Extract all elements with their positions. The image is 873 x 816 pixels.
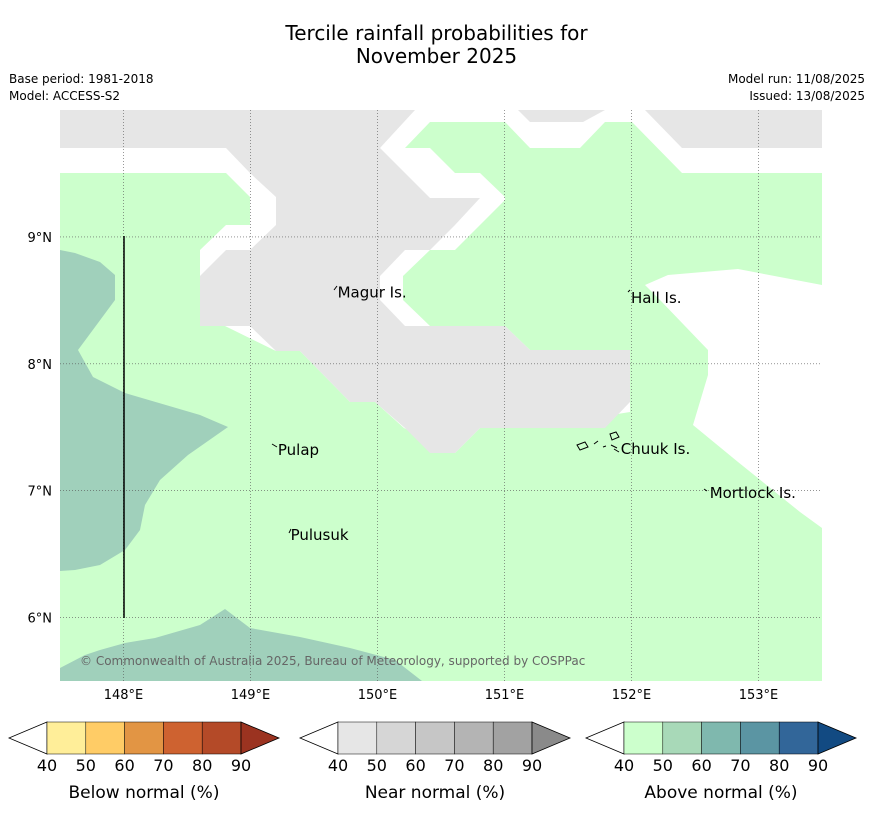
mortlock-mark xyxy=(703,488,708,492)
legend-swatch xyxy=(778,721,819,755)
chuuk-lagoon-outline xyxy=(576,431,620,453)
legend-swatch xyxy=(163,721,203,755)
legend-swatch xyxy=(492,721,533,755)
legend-tick-label: 40 xyxy=(614,756,634,775)
probability-fields xyxy=(60,110,822,681)
legend-title: Below normal (%) xyxy=(69,783,220,803)
pulap-mark xyxy=(271,443,278,448)
above-normal-50-south xyxy=(60,609,422,681)
legend-swatch xyxy=(415,721,455,755)
island-outlines xyxy=(271,285,708,534)
legend-tick-label: 70 xyxy=(153,756,173,775)
hall-island-mark xyxy=(627,289,631,293)
place-label: Mortlock Is. xyxy=(710,484,796,502)
above-normal-region xyxy=(60,122,822,681)
legend-title: Above normal (%) xyxy=(644,783,797,803)
legend-swatch xyxy=(740,721,780,755)
legend-swatch xyxy=(701,721,741,755)
legend-extend-low xyxy=(7,721,48,755)
legend-colorbar: 40 50 60 70 80 90 Below normal (%) xyxy=(7,721,281,803)
lat-tick-label: 7°N xyxy=(28,485,53,500)
legend-swatch xyxy=(376,721,416,755)
legend-tick-label: 70 xyxy=(730,756,750,775)
meta-right: Model run: 11/08/2025 Issued: 13/08/2025 xyxy=(728,71,865,105)
lat-tick-label: 9°N xyxy=(28,231,53,246)
legend-colorbar: 40 50 60 70 80 90 Above normal (%) xyxy=(584,721,858,803)
legend-tick-label: 90 xyxy=(231,756,251,775)
legend-extend-high xyxy=(817,721,858,755)
legend-swatch xyxy=(201,721,242,755)
legend-extend-low xyxy=(298,721,339,755)
issued-date: Issued: 13/08/2025 xyxy=(749,89,865,103)
legend-tick-label: 40 xyxy=(328,756,348,775)
legend-swatch xyxy=(623,721,664,755)
place-label: Chuuk Is. xyxy=(621,440,690,458)
place-labels: Magur Is. Hall Is. Pulap Chuuk Is. Mortlock … xyxy=(278,284,796,544)
title-line-2: November 2025 xyxy=(355,44,518,68)
near-normal-region-top-center xyxy=(518,110,605,122)
legend-extend-high xyxy=(240,721,281,755)
copyright-notice: © Commonwealth of Australia 2025, Bureau… xyxy=(80,654,585,668)
legend-swatch xyxy=(662,721,702,755)
near-normal-region-top-right xyxy=(645,110,822,148)
base-period: Base period: 1981-2018 xyxy=(9,72,154,86)
legend-colorbar: 40 50 60 70 80 90 Near normal (%) xyxy=(298,721,572,803)
near-normal-region-north xyxy=(60,110,630,453)
legend-swatch xyxy=(46,721,87,755)
lon-tick-label: 149°E xyxy=(231,688,271,703)
legend-swatch xyxy=(454,721,494,755)
legend-tick-label: 50 xyxy=(367,756,387,775)
lon-tick-label: 152°E xyxy=(612,688,652,703)
legend-tick-label: 40 xyxy=(37,756,57,775)
legend-tick-label: 60 xyxy=(114,756,134,775)
lon-tick-label: 148°E xyxy=(104,688,144,703)
legend: 40 50 60 70 80 90 Below normal (%) 40 50 60 70 80 90… xyxy=(7,721,858,803)
legend-tick-label: 60 xyxy=(691,756,711,775)
lon-tick-label: 150°E xyxy=(358,688,398,703)
place-label: Magur Is. xyxy=(338,284,407,302)
model-run: Model run: 11/08/2025 xyxy=(727,72,865,86)
chart-title: Tercile rainfall probabilities for Novem… xyxy=(0,22,873,68)
above-normal-region-east xyxy=(630,326,656,430)
place-label: Hall Is. xyxy=(631,289,682,307)
meta-left: Base period: 1981-2018 Model: ACCESS-S2 xyxy=(9,71,154,105)
legend-tick-label: 50 xyxy=(76,756,96,775)
lat-tick-label: 8°N xyxy=(28,358,53,373)
lon-tick-label: 153°E xyxy=(739,688,779,703)
legend-swatch xyxy=(85,721,125,755)
legend-swatch xyxy=(124,721,164,755)
legend-tick-label: 60 xyxy=(405,756,425,775)
legend-extend-high xyxy=(531,721,572,755)
legend-tick-label: 90 xyxy=(522,756,542,775)
legend-extend-low xyxy=(584,721,625,755)
legend-swatch xyxy=(337,721,378,755)
place-label: Pulusuk xyxy=(291,526,349,544)
place-label: Pulap xyxy=(278,441,319,459)
legend-tick-label: 80 xyxy=(769,756,789,775)
lat-tick-label: 6°N xyxy=(28,612,53,627)
title-line-1: Tercile rainfall probabilities for xyxy=(285,21,588,45)
legend-tick-label: 80 xyxy=(192,756,212,775)
legend-tick-label: 80 xyxy=(483,756,503,775)
legend-title: Near normal (%) xyxy=(365,783,505,803)
model-name: Model: ACCESS-S2 xyxy=(9,89,121,103)
lon-tick-label: 151°E xyxy=(485,688,525,703)
legend-tick-label: 90 xyxy=(808,756,828,775)
legend-tick-label: 50 xyxy=(653,756,673,775)
legend-tick-label: 70 xyxy=(444,756,464,775)
pulusuk-mark xyxy=(288,528,292,534)
magur-island-mark xyxy=(333,285,338,291)
axis-tick-labels: 148°E 149°E 150°E 151°E 152°E 153°E 9°N 8°N 7°N 6… xyxy=(28,231,779,703)
